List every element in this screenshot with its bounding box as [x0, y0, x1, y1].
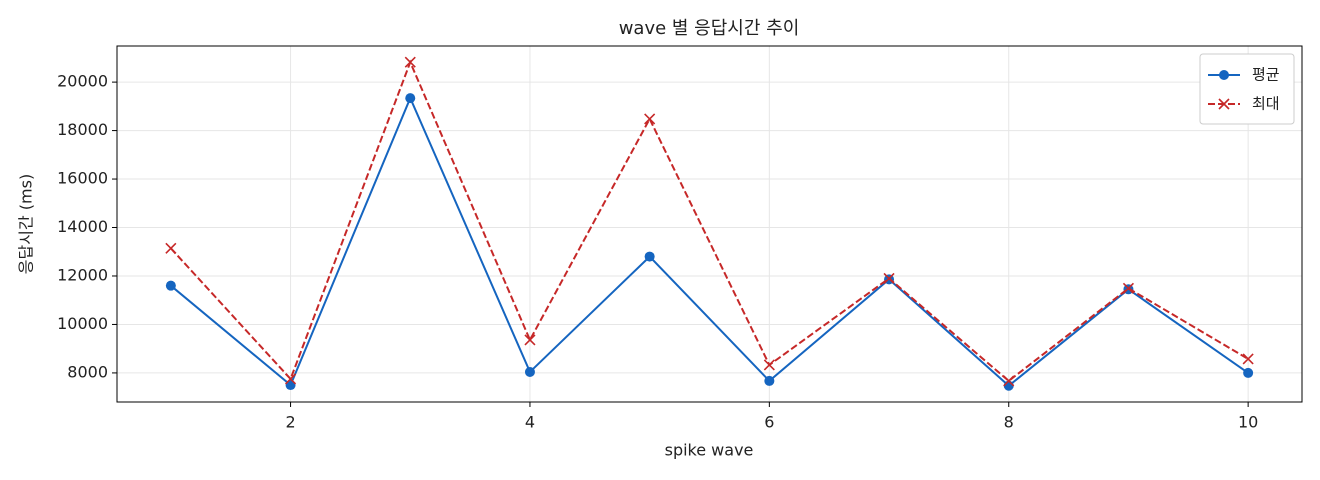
marker	[1243, 367, 1254, 378]
y-tick-label: 10000	[57, 314, 108, 333]
x-tick-label: 8	[1004, 413, 1014, 432]
y-tick-label: 18000	[57, 120, 108, 139]
x-tick-label: 4	[525, 413, 535, 432]
marker	[763, 359, 775, 371]
legend-label: 최대	[1252, 95, 1280, 113]
marker	[644, 251, 655, 262]
marker	[1003, 375, 1015, 387]
marker	[165, 242, 177, 254]
marker	[1218, 98, 1230, 110]
plot-frame	[116, 45, 1303, 403]
y-tick-label: 16000	[57, 169, 108, 188]
y-tick-label: 14000	[57, 217, 108, 236]
marker	[1242, 353, 1254, 365]
x-tick-label: 2	[285, 413, 295, 432]
series-line	[170, 59, 1249, 383]
marker	[1219, 70, 1229, 80]
legend-box	[1199, 53, 1295, 125]
x-tick-label: 6	[764, 413, 774, 432]
marker	[524, 366, 535, 377]
marker	[644, 113, 656, 125]
marker	[524, 334, 536, 346]
marker	[165, 280, 176, 291]
marker	[764, 375, 775, 386]
x-axis-label: spike wave	[665, 441, 754, 460]
legend-label: 평균	[1252, 66, 1280, 84]
y-axis-label: 응답시간 (ms)	[17, 174, 36, 274]
marker	[1003, 380, 1014, 391]
marker	[883, 272, 895, 284]
chart-title: wave 별 응답시간 추이	[619, 18, 800, 39]
marker	[405, 93, 416, 104]
y-tick-label: 8000	[67, 362, 108, 381]
marker	[1122, 282, 1135, 294]
marker	[404, 56, 416, 68]
marker	[284, 373, 297, 385]
y-tick-label: 12000	[57, 265, 108, 284]
x-tick-label: 10	[1238, 413, 1258, 432]
y-tick-label: 20000	[57, 72, 108, 91]
series-line	[170, 95, 1249, 388]
